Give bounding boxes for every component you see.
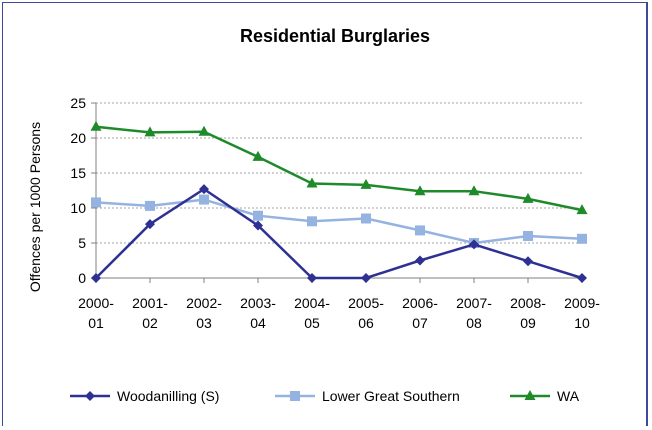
legend-marker <box>524 390 536 400</box>
data-point <box>577 233 587 244</box>
legend: Woodanilling (S) Lower Great Southern WA <box>70 388 580 404</box>
data-point <box>469 239 479 250</box>
data-point <box>253 220 263 231</box>
legend-label: WA <box>557 388 580 404</box>
x-tick-label: 2002-03 <box>186 295 222 331</box>
series-woodanilling-s <box>91 184 587 283</box>
data-point <box>360 178 372 189</box>
chart-title: Residential Burglaries <box>240 26 430 46</box>
data-point <box>576 204 588 215</box>
legend-item: Woodanilling (S) <box>70 388 219 404</box>
series-line <box>95 125 583 212</box>
data-point <box>144 126 156 137</box>
y-tick-label: 15 <box>70 165 86 181</box>
data-point <box>199 184 209 195</box>
data-point <box>252 150 264 161</box>
x-tick-label: 2004-05 <box>294 295 330 331</box>
series-line <box>95 187 583 280</box>
data-point <box>577 273 587 283</box>
series-lines <box>90 120 588 283</box>
x-tick-label: 2006-07 <box>402 295 438 331</box>
data-point <box>523 256 533 267</box>
legend-label: Woodanilling (S) <box>117 388 219 404</box>
data-point <box>522 192 534 203</box>
data-point <box>145 200 155 211</box>
legend-marker <box>290 391 300 401</box>
legend-item: WA <box>510 388 580 404</box>
data-point <box>90 120 102 131</box>
data-point <box>361 273 371 283</box>
data-point <box>91 197 101 208</box>
data-point <box>253 210 263 221</box>
x-tick-label: 2005-06 <box>348 295 384 331</box>
data-point <box>91 273 101 283</box>
data-point <box>198 125 210 136</box>
y-tick-labels: 0 5 10 15 20 25 <box>70 95 86 286</box>
data-point <box>415 225 425 236</box>
data-point <box>307 216 317 227</box>
data-point <box>468 185 480 196</box>
series-wa <box>90 120 588 215</box>
data-point <box>415 255 425 266</box>
data-point <box>145 219 155 230</box>
y-axis-label: Offences per 1000 Persons <box>27 122 43 292</box>
x-tick-label: 2001-02 <box>132 295 168 331</box>
series-line <box>95 198 583 245</box>
legend-item: Lower Great Southern <box>275 388 460 404</box>
y-tick-label: 5 <box>78 235 86 251</box>
y-tick-label: 0 <box>78 270 86 286</box>
data-point <box>306 177 318 188</box>
x-tick-label: 2009-10 <box>564 295 600 331</box>
series-lower-great-southern <box>91 194 587 248</box>
legend-marker <box>85 391 95 401</box>
x-tick-labels: 2000-01 2001-02 2002-03 2003-04 2004-05 2005-… <box>78 295 600 331</box>
x-tick-label: 2007-08 <box>456 295 492 331</box>
data-point <box>523 231 533 241</box>
chart-frame <box>2 2 648 426</box>
y-tick-label: 10 <box>70 200 86 216</box>
data-point <box>307 273 317 283</box>
y-tick-label: 20 <box>70 130 86 146</box>
y-tick-label: 25 <box>70 95 86 111</box>
x-tick-label: 2008-09 <box>510 295 546 331</box>
gridlines <box>91 102 582 279</box>
legend-label: Lower Great Southern <box>322 388 460 404</box>
x-tick-label: 2003-04 <box>240 295 276 331</box>
data-point <box>361 213 371 224</box>
data-point <box>199 194 209 205</box>
x-tick-label: 2000-01 <box>78 295 114 331</box>
data-point <box>414 185 426 196</box>
